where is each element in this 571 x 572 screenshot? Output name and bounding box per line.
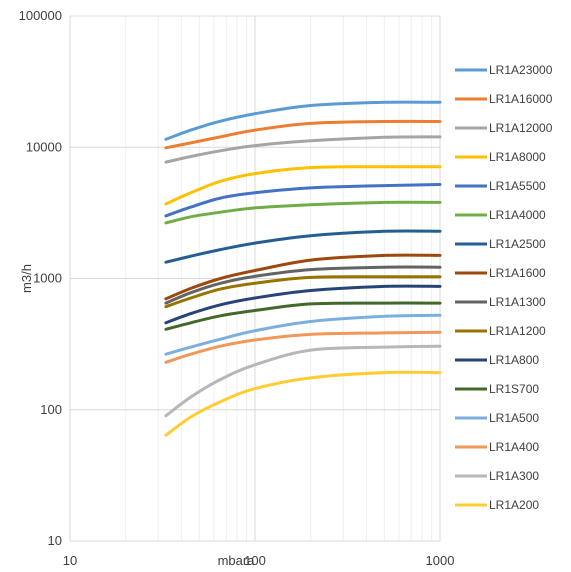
series-line-lr1a500 (164, 313, 442, 356)
series-line-lr1a12000 (164, 135, 442, 164)
series-line-lr1a2500 (164, 229, 442, 264)
series-line-lr1a400 (164, 330, 442, 364)
x-tick-label: 1000 (426, 553, 455, 568)
x-tick-labels: 10 100 1000 (63, 553, 455, 568)
legend-label: LR1A1300 (489, 295, 546, 309)
series-line-lr1a800 (164, 284, 442, 325)
legend-label: LR1A300 (489, 469, 539, 483)
plot-lines (164, 100, 442, 437)
series-line-lr1a23000 (164, 100, 442, 141)
legend-label: LR1A23000 (489, 63, 553, 77)
y-axis-title: m3/h (19, 264, 34, 293)
series-line-lr1a4000 (164, 200, 442, 225)
series-line-lr1s700 (164, 301, 442, 331)
series-line-lr1a16000 (164, 119, 442, 150)
legend-label: LR1A12000 (489, 121, 553, 135)
series-line-lr1a5500 (164, 183, 442, 218)
y-tick-label: 100000 (19, 8, 62, 23)
series-line-lr1a8000 (164, 165, 442, 206)
legend-label: LR1A200 (489, 498, 539, 512)
y-tick-labels: 10 100 1000 10000 100000 (19, 8, 62, 548)
legend-label: LR1A1200 (489, 324, 546, 338)
series-line-lr1a1600 (164, 253, 442, 301)
series-line-lr1a1300 (164, 265, 442, 305)
legend-label: LR1A2500 (489, 237, 546, 251)
x-axis-title: mbara (218, 553, 256, 568)
legend: LR1A23000 LR1A16000 LR1A12000 LR1A8000 LR1A5… (455, 63, 553, 512)
legend-label: LR1A16000 (489, 92, 553, 106)
legend-label: LR1A500 (489, 411, 539, 425)
legend-label: LR1A1600 (489, 266, 546, 280)
series-line-lr1a1200 (164, 275, 442, 309)
legend-label: LR1A400 (489, 440, 539, 454)
y-tick-label: 100 (40, 402, 62, 417)
legend-label: LR1A4000 (489, 208, 546, 222)
y-tick-label: 10000 (26, 139, 62, 154)
series-line-lr1a300 (164, 344, 442, 418)
y-tick-label: 1000 (33, 271, 62, 286)
legend-label: LR1S700 (489, 382, 539, 396)
series-line-lr1a200 (164, 370, 442, 437)
x-tick-label: 10 (63, 553, 77, 568)
legend-label: LR1A800 (489, 353, 539, 367)
y-tick-label: 10 (48, 533, 62, 548)
x-tick-label: 100 (244, 553, 266, 568)
legend-label: LR1A8000 (489, 150, 546, 164)
legend-label: LR1A5500 (489, 179, 546, 193)
